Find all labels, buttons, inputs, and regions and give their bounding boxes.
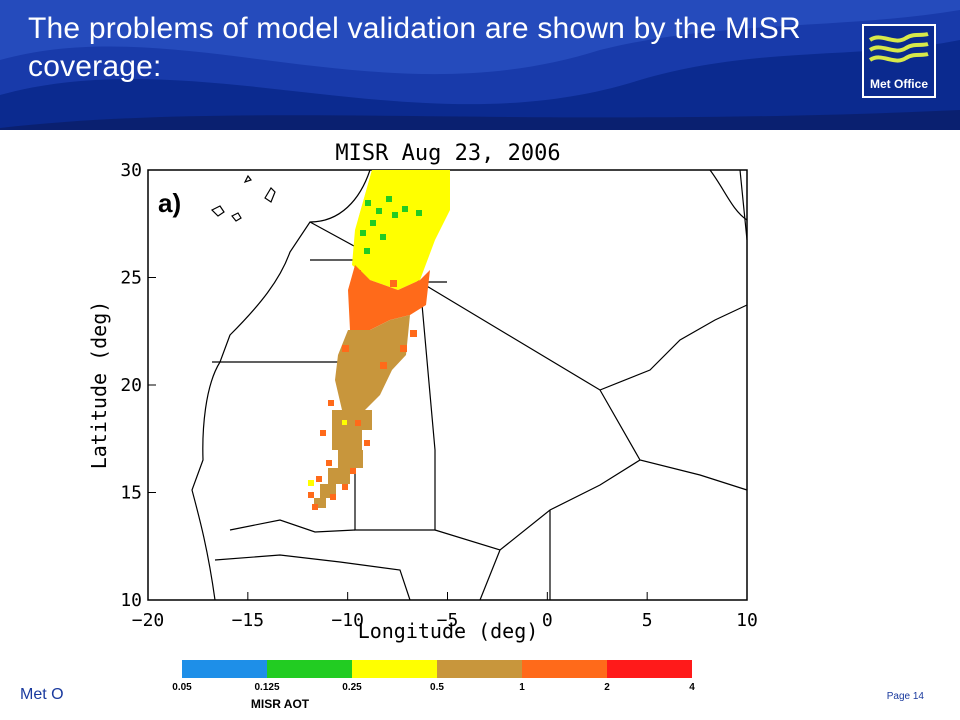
- colorbar-segment: [352, 660, 437, 678]
- met-office-logo: Met Office: [862, 24, 936, 98]
- logo-label: Met Office: [869, 77, 928, 91]
- colorbar-segment: [182, 660, 267, 678]
- y-tick-label: 10: [120, 590, 142, 611]
- y-tick-label: 25: [120, 268, 142, 289]
- chart-title: MISR Aug 23, 2006: [335, 141, 560, 166]
- x-tick-label: 5: [642, 610, 653, 631]
- x-tick-label: 10: [736, 610, 758, 631]
- colorbar-segment: [522, 660, 607, 678]
- colorbar: 0.05 0.125 0.25 0.5 1 2 4: [172, 660, 695, 693]
- x-tick-label: 0: [542, 610, 553, 631]
- colorbar-label: MISR AOT: [251, 697, 310, 711]
- misr-figure: MISR Aug 23, 2006: [87, 141, 758, 711]
- misr-swath: [308, 170, 450, 510]
- slide-title: The problems of model validation are sho…: [28, 12, 801, 83]
- x-axis-label: Longitude (deg): [358, 619, 539, 643]
- colorbar-segment: [267, 660, 352, 678]
- y-tick-label: 30: [120, 160, 142, 181]
- colorbar-segment: [607, 660, 692, 678]
- page-number: Page 14: [886, 691, 924, 702]
- colorbar-tick-label: 0.5: [430, 682, 444, 693]
- y-axis-label: Latitude (deg): [87, 301, 111, 470]
- colorbar-tick-label: 1: [519, 682, 525, 693]
- y-axis-ticks: 10 15 20 25 30: [120, 160, 156, 611]
- footer-brand: Met O: [20, 686, 64, 703]
- plot-area: [147, 169, 748, 601]
- y-tick-label: 20: [120, 375, 142, 396]
- colorbar-tick-label: 0.25: [342, 682, 362, 693]
- slide-header: The problems of model validation are sho…: [0, 0, 960, 130]
- header-wave-art: [0, 0, 960, 130]
- x-tick-label: −10: [331, 610, 364, 631]
- colorbar-tick-label: 4: [689, 682, 695, 693]
- colorbar-tick-label: 2: [604, 682, 610, 693]
- x-tick-label: −20: [132, 610, 165, 631]
- x-axis-ticks: −20 −15 −10 −5 0 5 10: [132, 592, 758, 631]
- colorbar-tick-label: 0.125: [254, 682, 279, 693]
- colorbar-tick-label: 0.05: [172, 682, 192, 693]
- wave-logo-icon: [868, 32, 929, 63]
- x-tick-label: −15: [232, 610, 265, 631]
- y-tick-label: 15: [120, 483, 142, 504]
- x-tick-label: −5: [437, 610, 459, 631]
- panel-label: a): [158, 188, 181, 218]
- canary-islands: [210, 174, 276, 222]
- colorbar-segment: [437, 660, 522, 678]
